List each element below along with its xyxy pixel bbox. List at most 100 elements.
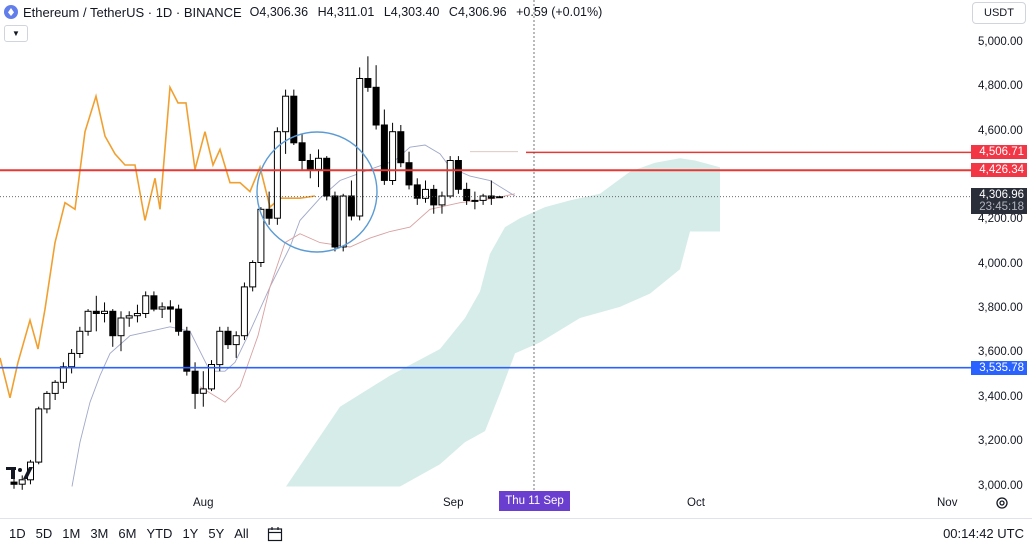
candle — [109, 309, 117, 347]
ohlc-values: O4,306.36 H4,311.01 L4,303.40 C4,306.96 … — [249, 5, 603, 19]
time-tick-aug: Aug — [193, 497, 214, 509]
candle-body — [405, 162, 413, 186]
candle — [323, 156, 331, 201]
candle-body — [290, 95, 298, 144]
candle — [290, 89, 298, 145]
price-tick: 4,600.00 — [978, 124, 1023, 137]
candle — [257, 207, 265, 267]
candle-body — [454, 160, 462, 190]
price-tick: 3,400.00 — [978, 390, 1023, 403]
candle-body — [380, 124, 388, 181]
candle-body — [117, 317, 125, 337]
candle-body — [175, 308, 183, 332]
candle — [101, 302, 108, 323]
range-3m[interactable]: 3M — [90, 526, 109, 541]
last-price-value: 4,306.96 — [979, 189, 1024, 202]
price-tick: 4,200.00 — [978, 213, 1023, 226]
candle-body — [413, 184, 421, 199]
candle-body — [240, 286, 248, 337]
candle-body — [92, 310, 100, 314]
range-6m[interactable]: 6M — [118, 526, 137, 541]
candle — [125, 311, 133, 327]
candle — [10, 477, 18, 489]
candle — [282, 89, 290, 154]
ethereum-logo-icon — [4, 5, 18, 19]
close-value: 4,306.96 — [457, 5, 507, 19]
candle-body — [347, 195, 355, 217]
candle-body — [282, 95, 290, 133]
lagging-line — [0, 84, 316, 398]
range-5d[interactable]: 5D — [35, 526, 53, 541]
candle — [35, 406, 43, 465]
candle-body — [109, 310, 117, 337]
candle-body — [249, 262, 257, 288]
range-all[interactable]: All — [234, 526, 249, 541]
candle-body — [438, 195, 446, 206]
candle — [347, 180, 355, 221]
candle-body — [257, 208, 265, 264]
candle — [364, 56, 372, 92]
candle — [430, 184, 438, 214]
candle — [232, 331, 240, 358]
tradingview-logo-icon — [6, 467, 33, 479]
range-1m[interactable]: 1M — [62, 526, 81, 541]
candle — [315, 149, 322, 188]
candle — [59, 362, 67, 389]
price-tick: 5,000.00 — [978, 36, 1023, 48]
candle-body — [323, 157, 331, 197]
candle — [43, 391, 51, 414]
change-value: +0.59 (+0.01%) — [516, 5, 603, 19]
price-tick: 3,800.00 — [978, 302, 1023, 315]
candle — [446, 156, 454, 199]
candle — [240, 282, 248, 341]
candle-body — [150, 295, 158, 310]
price-tick: 3,200.00 — [978, 435, 1023, 448]
candle-body — [471, 199, 479, 202]
candle-body — [232, 335, 240, 346]
candle-body — [35, 408, 43, 463]
candle-body — [84, 310, 92, 332]
candle — [273, 127, 281, 225]
candle — [117, 311, 125, 352]
candle — [199, 371, 207, 407]
candle-body — [397, 131, 405, 164]
candle — [208, 360, 215, 392]
candle-body — [463, 188, 471, 201]
collapse-legend-button[interactable]: ▼ — [4, 25, 28, 42]
range-5y[interactable]: 5Y — [208, 526, 225, 541]
bottom-toolbar: 1D 5D 1M 3M 6M YTD 1Y 5Y All 00:14:42 UT… — [0, 518, 1032, 548]
chart-canvas[interactable] — [0, 0, 1032, 518]
price-label-resistance-low: 4,426.34 — [971, 163, 1027, 178]
candle-body — [158, 306, 166, 310]
candle — [339, 193, 347, 252]
candle — [216, 326, 224, 372]
candle — [454, 156, 462, 194]
symbol-title[interactable]: Ethereum / TetherUS · 1D · BINANCE — [23, 4, 242, 20]
clock[interactable]: 00:14:42 UTC — [943, 526, 1024, 541]
candle-body — [76, 330, 84, 354]
price-label-last: 4,306.96 23:45:18 — [971, 188, 1027, 215]
candle-body — [315, 157, 322, 170]
gear-icon[interactable] — [995, 496, 1009, 510]
time-tick-oct: Oct — [687, 497, 705, 509]
range-ytd[interactable]: YTD — [146, 526, 173, 541]
range-1y[interactable]: 1Y — [182, 526, 199, 541]
candle — [142, 291, 150, 318]
chart-area[interactable] — [0, 0, 1032, 518]
candle-body — [479, 195, 487, 201]
candle-body — [339, 195, 347, 248]
candle-body — [133, 313, 141, 317]
candle-body — [191, 370, 199, 394]
candle-body — [59, 366, 67, 383]
candle-body — [446, 160, 454, 197]
candle — [191, 362, 199, 409]
candle-body — [430, 188, 438, 206]
range-1d[interactable]: 1D — [9, 526, 26, 541]
candle — [249, 260, 257, 292]
candle-body — [265, 208, 273, 219]
candle — [166, 300, 174, 323]
calendar-icon[interactable] — [267, 526, 283, 542]
candle-body — [68, 352, 76, 368]
currency-selector[interactable]: USDT — [972, 2, 1026, 24]
candle-body — [372, 86, 380, 126]
